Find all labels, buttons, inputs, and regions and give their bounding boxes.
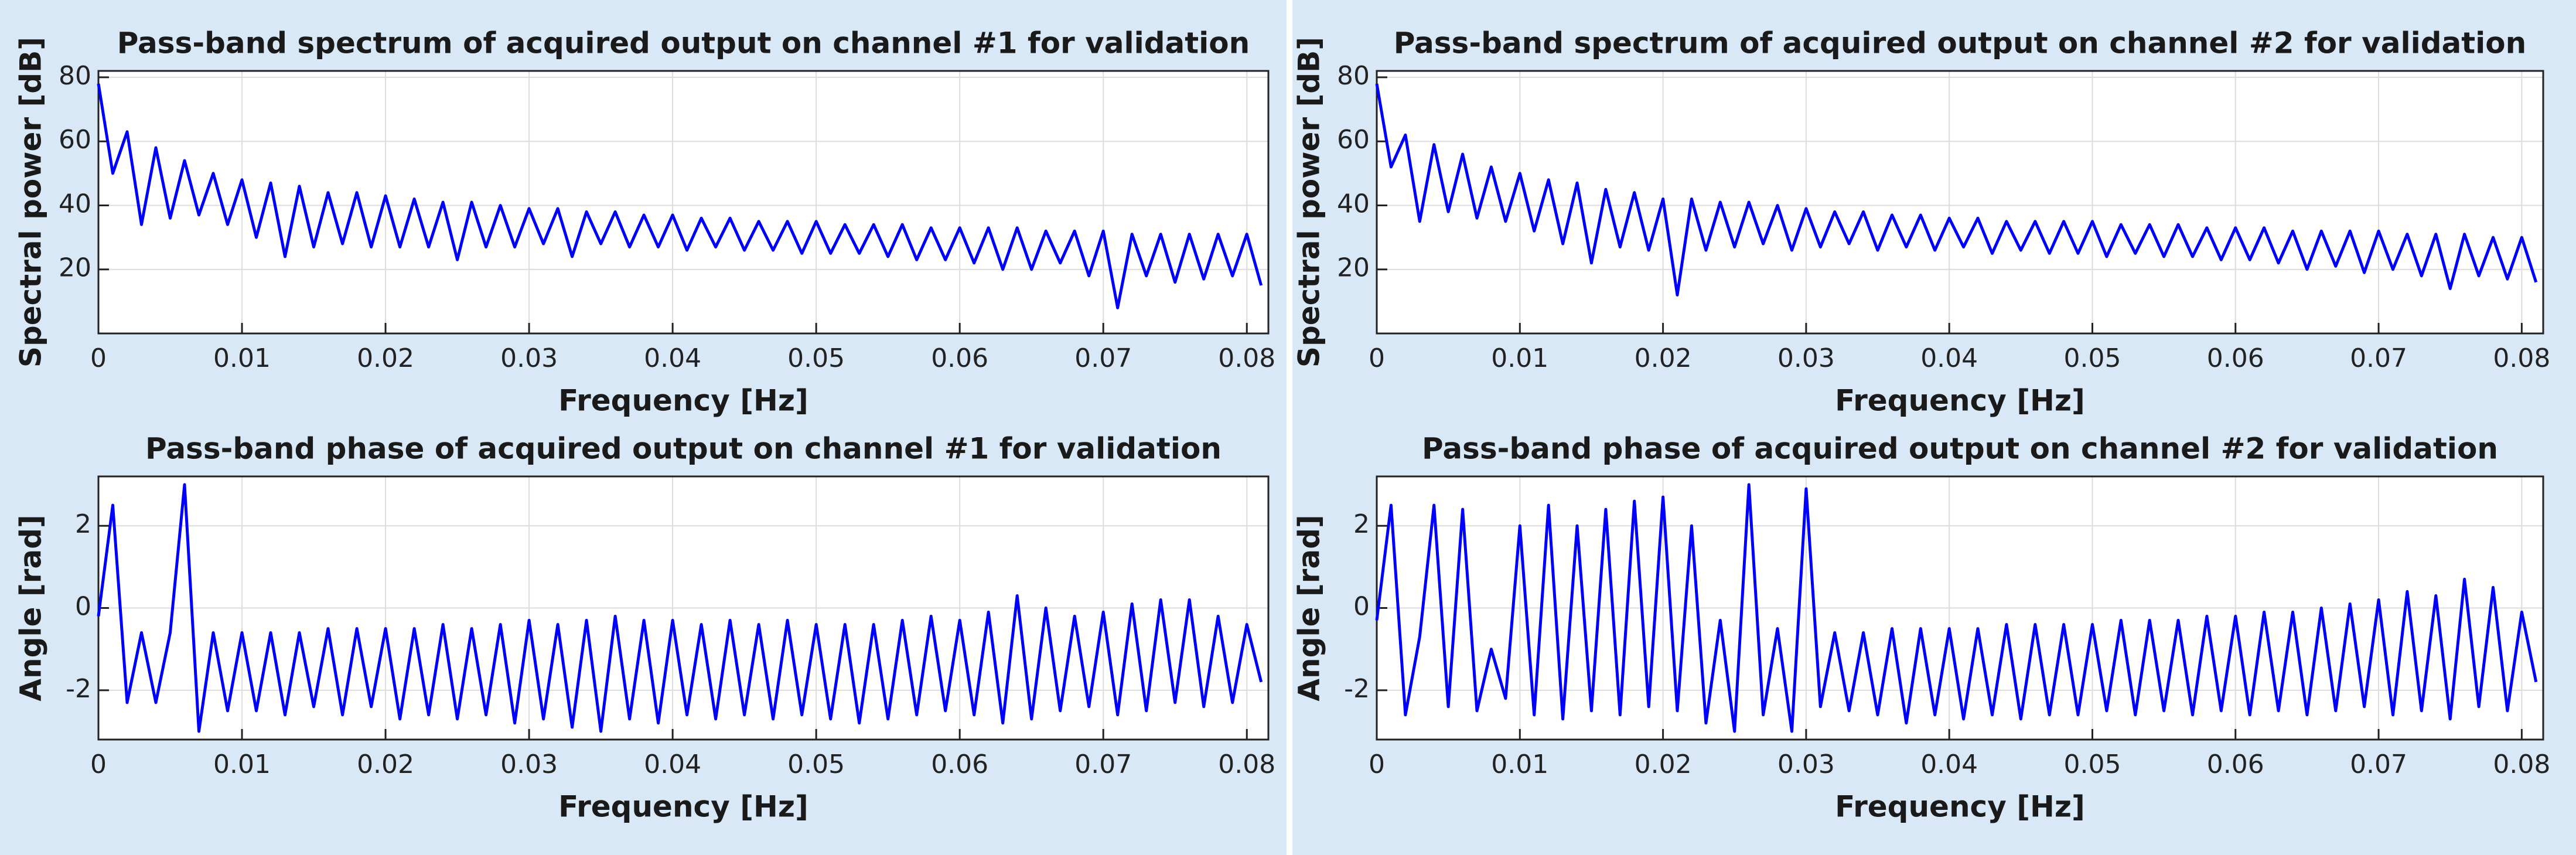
x-tick-label: 0.01 <box>1491 343 1548 373</box>
y-tick-label: 80 <box>59 61 91 91</box>
x-tick-label: 0.08 <box>1218 750 1275 779</box>
x-axis-label: Frequency [Hz] <box>1835 790 2085 824</box>
x-tick-label: 0.06 <box>931 343 988 373</box>
x-tick-label: 0.07 <box>2350 750 2407 779</box>
x-tick-label: 0.07 <box>2350 343 2407 373</box>
y-tick-label: -2 <box>66 674 91 704</box>
x-tick-label: 0.02 <box>357 750 414 779</box>
x-tick-label: 0.02 <box>357 343 414 373</box>
data-line <box>1375 83 2538 297</box>
x-tick-label: 0 <box>90 750 107 779</box>
y-tick-label: 2 <box>75 509 91 539</box>
plot-area <box>1377 71 2543 333</box>
chart-title: Pass-band spectrum of acquired output on… <box>1394 26 2527 60</box>
x-tick-label: 0.04 <box>1920 750 1978 779</box>
y-tick-label: 40 <box>59 189 91 219</box>
x-tick-label: 0.01 <box>213 343 271 373</box>
x-tick-label: 0.02 <box>1635 343 1692 373</box>
x-tick-label: 0 <box>1369 750 1385 779</box>
x-tick-label: 0.06 <box>2207 343 2264 373</box>
y-axis-label: Angle [rad] <box>1292 515 1326 701</box>
x-tick-label: 0.07 <box>1074 750 1132 779</box>
y-tick-label: 60 <box>59 125 91 155</box>
chart-title: Pass-band spectrum of acquired output on… <box>117 26 1250 60</box>
axes-box <box>1376 70 2544 335</box>
x-axis-label: Frequency [Hz] <box>1835 384 2085 418</box>
plot-area <box>98 71 1268 333</box>
y-tick-label: 20 <box>59 253 91 283</box>
x-tick-label: 0.04 <box>1920 343 1978 373</box>
x-tick-label: 0.08 <box>2493 750 2550 779</box>
x-tick-label: 0.04 <box>644 343 701 373</box>
y-tick-label: -2 <box>1344 674 1370 704</box>
x-tick-label: 0.05 <box>787 750 845 779</box>
y-tick-label: 80 <box>1337 61 1370 91</box>
x-tick-label: 0.05 <box>787 343 845 373</box>
x-tick-label: 0 <box>1369 343 1385 373</box>
x-tick-label: 0.06 <box>931 750 988 779</box>
chart-title: Pass-band phase of acquired output on ch… <box>1422 432 2498 466</box>
x-tick-label: 0.04 <box>644 750 701 779</box>
x-tick-label: 0.05 <box>2063 343 2121 373</box>
x-tick-label: 0.01 <box>1491 750 1548 779</box>
x-tick-label: 0.08 <box>1218 343 1275 373</box>
x-tick-label: 0.02 <box>1635 750 1692 779</box>
y-axis-label: Spectral power [dB] <box>1292 37 1326 367</box>
y-tick-label: 40 <box>1337 189 1370 219</box>
x-axis-label: Frequency [Hz] <box>558 790 808 824</box>
y-tick-label: 0 <box>1353 592 1370 622</box>
divider <box>1287 0 1292 855</box>
x-tick-label: 0.05 <box>2063 750 2121 779</box>
y-tick-label: 0 <box>75 592 91 622</box>
x-tick-label: 0 <box>90 343 107 373</box>
axes-box <box>97 70 1270 335</box>
x-axis-label: Frequency [Hz] <box>558 384 808 418</box>
x-tick-label: 0.03 <box>500 343 558 373</box>
data-line <box>1375 483 2538 733</box>
x-tick-label: 0.03 <box>500 750 558 779</box>
x-tick-label: 0.08 <box>2493 343 2550 373</box>
data-line <box>97 483 1263 733</box>
x-tick-label: 0.06 <box>2207 750 2264 779</box>
y-axis-label: Angle [rad] <box>14 515 48 701</box>
chart-title: Pass-band phase of acquired output on ch… <box>145 432 1222 466</box>
axes-box <box>1376 475 2544 741</box>
x-tick-label: 0.01 <box>213 750 271 779</box>
x-tick-label: 0.03 <box>1777 750 1835 779</box>
x-tick-label: 0.03 <box>1777 343 1835 373</box>
data-line <box>97 83 1263 309</box>
y-tick-label: 2 <box>1353 509 1370 539</box>
y-tick-label: 60 <box>1337 125 1370 155</box>
y-tick-label: 20 <box>1337 253 1370 283</box>
y-axis-label: Spectral power [dB] <box>14 37 48 367</box>
x-tick-label: 0.07 <box>1074 343 1132 373</box>
